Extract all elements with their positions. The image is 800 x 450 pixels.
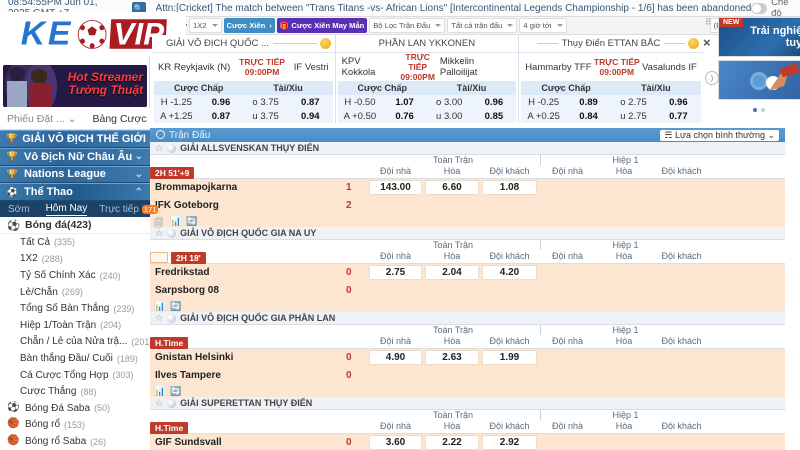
svg-text:E: E xyxy=(48,15,72,53)
svg-text:K: K xyxy=(21,15,48,53)
